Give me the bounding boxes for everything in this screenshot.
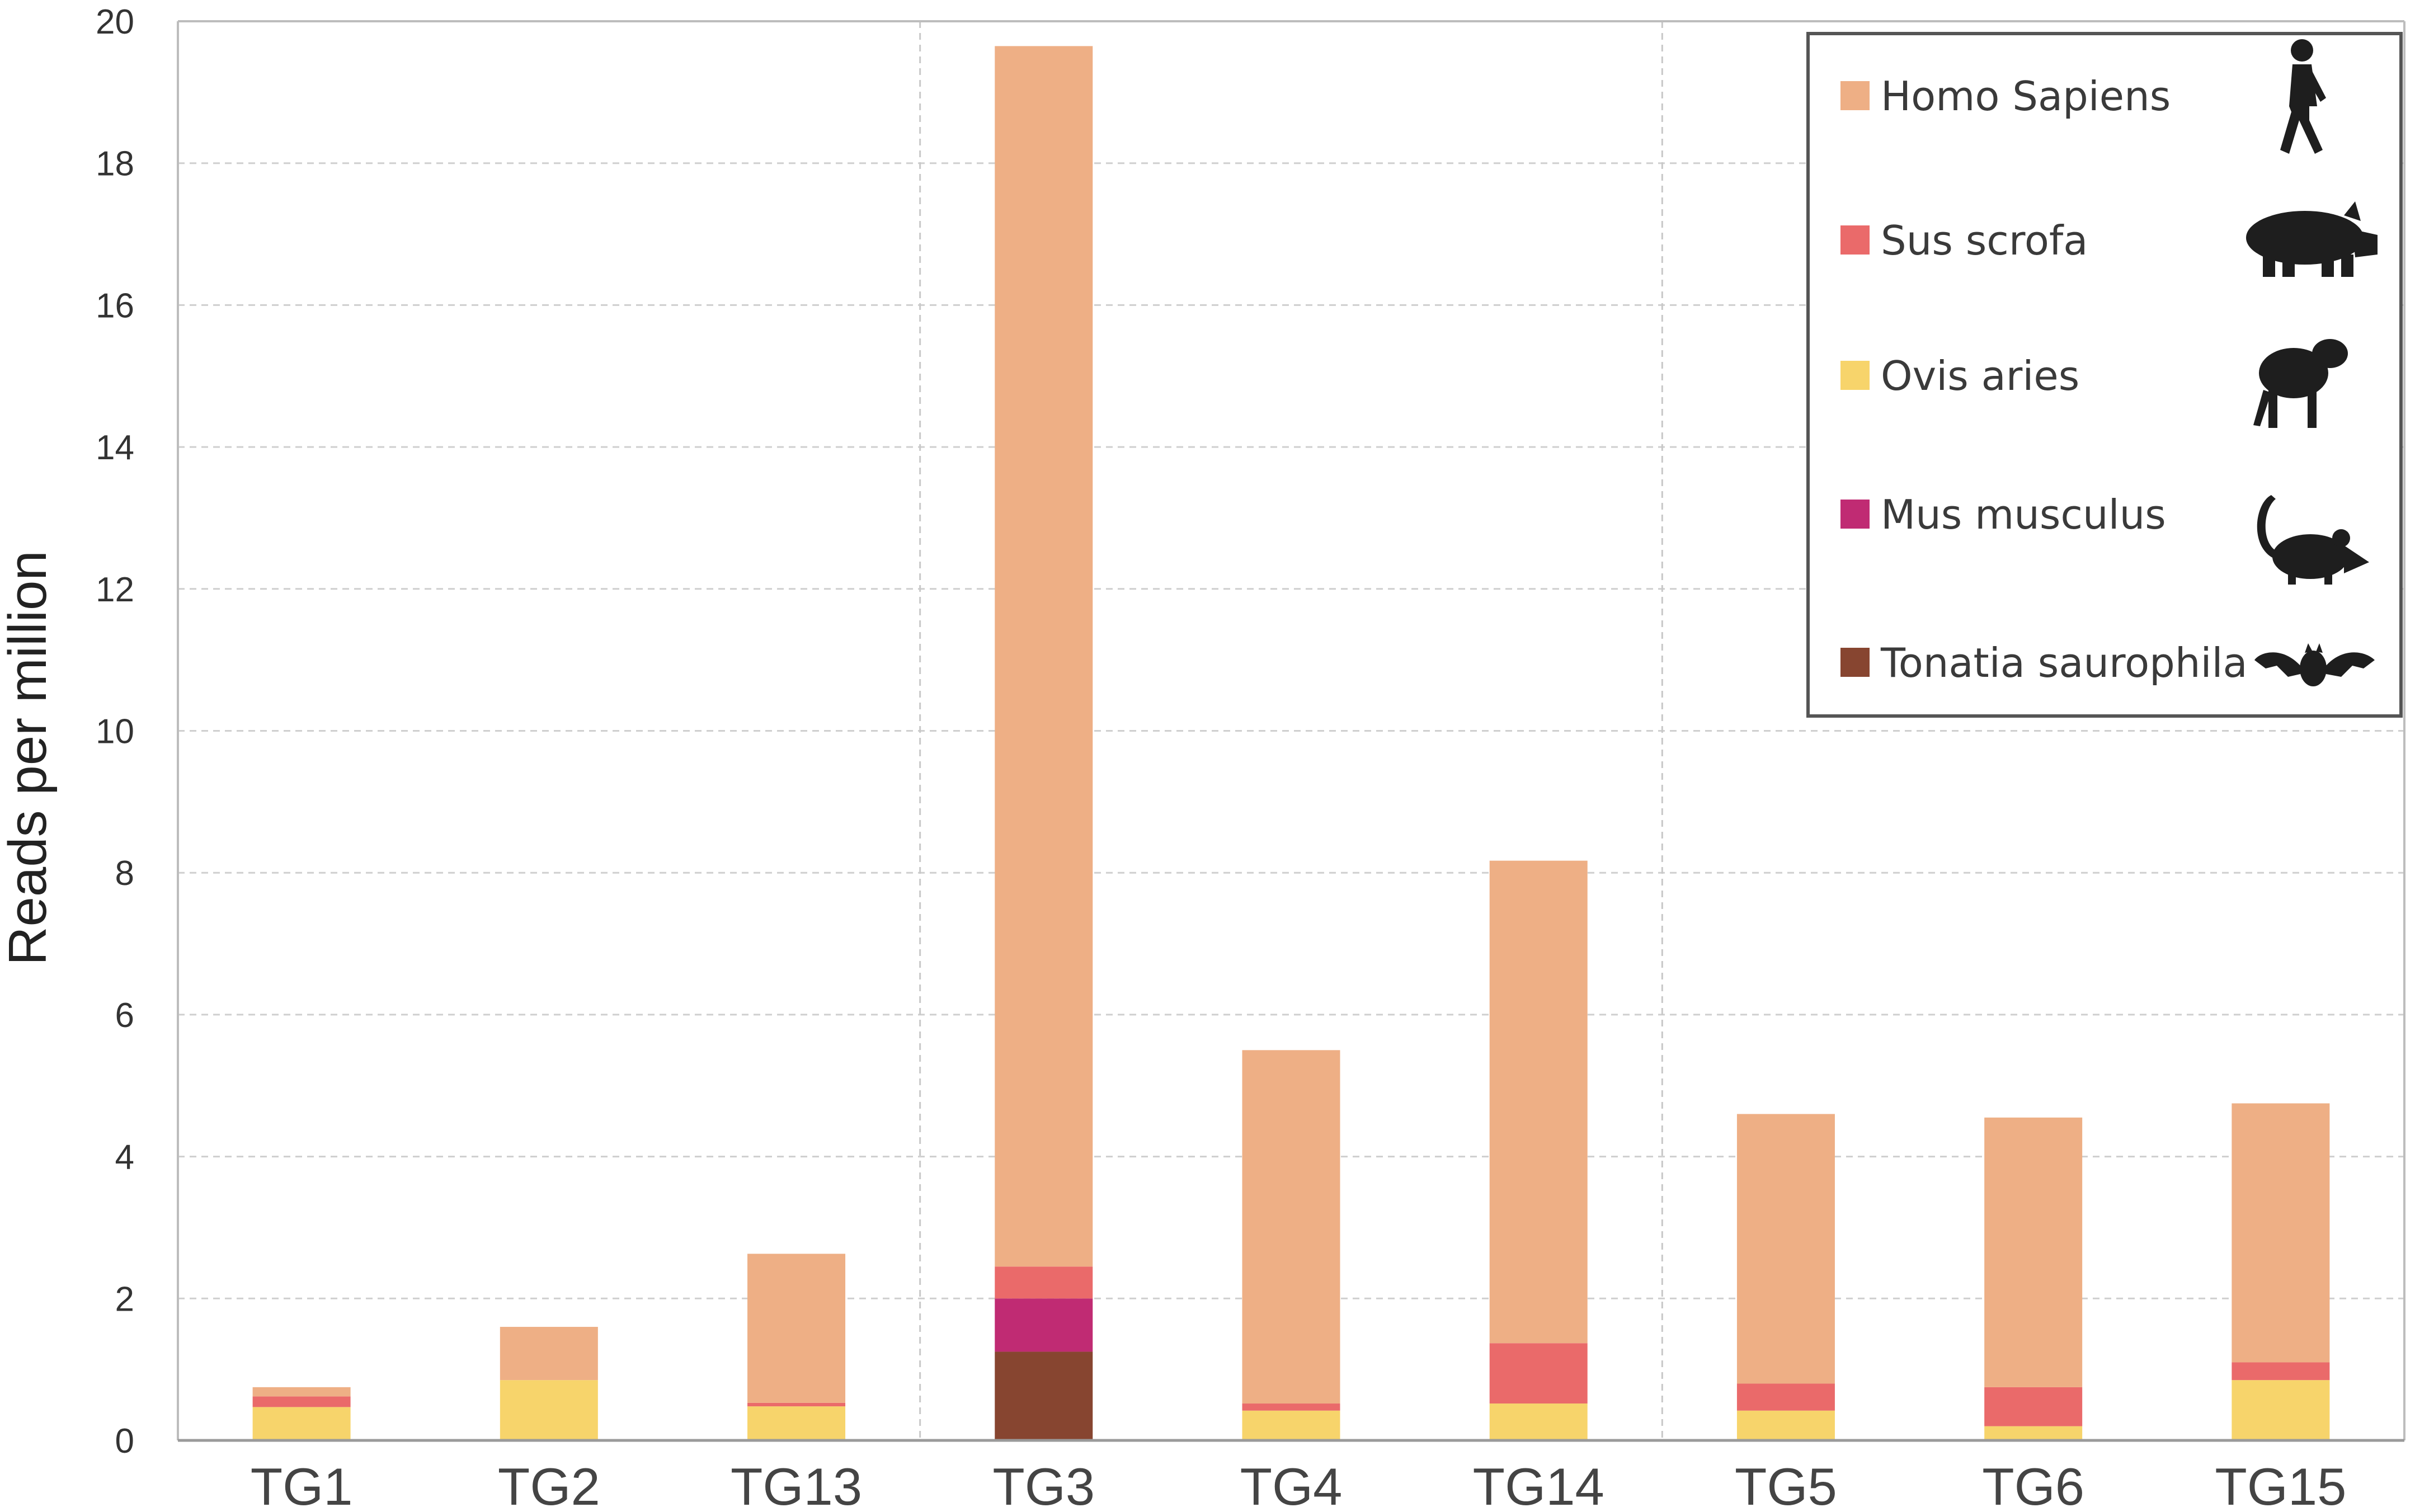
legend-swatch-mus-musculus bbox=[1840, 500, 1870, 529]
bar-stack-tg4 bbox=[1242, 1050, 1340, 1440]
y-tick-label-10: 10 bbox=[96, 713, 134, 751]
axes bbox=[177, 20, 2405, 1442]
group-separators bbox=[919, 21, 1663, 1440]
bar-stack-tg5 bbox=[1736, 1114, 1835, 1440]
legend-swatch-tonatia-saurophila bbox=[1840, 648, 1870, 677]
bar-segment-sus-scrofa-tg6 bbox=[1984, 1387, 2083, 1426]
bar-segment-homo-sapiens-tg15 bbox=[2232, 1103, 2330, 1363]
y-tick-label-12: 12 bbox=[96, 571, 134, 609]
x-tick-label-tg1: TG1 bbox=[251, 1457, 353, 1512]
bar-segment-homo-sapiens-tg3 bbox=[995, 46, 1093, 1267]
x-tick-label-tg4: TG4 bbox=[1240, 1457, 1343, 1512]
x-tick-label-tg14: TG14 bbox=[1473, 1457, 1604, 1512]
bar-segment-ovis-aries-tg1 bbox=[252, 1407, 351, 1440]
bar-segment-ovis-aries-tg6 bbox=[1984, 1426, 2083, 1440]
y-tick-label-8: 8 bbox=[115, 854, 134, 893]
legend: Homo Sapiens Sus scrofa Ovis aries Mus musc… bbox=[1806, 32, 2403, 718]
bar-segment-sus-scrofa-tg13 bbox=[747, 1402, 846, 1407]
bar-segment-sus-scrofa-tg14 bbox=[1489, 1343, 1588, 1404]
bar-segment-homo-sapiens-tg13 bbox=[747, 1254, 846, 1403]
pig-icon bbox=[2246, 201, 2378, 277]
bar-stack-tg3 bbox=[995, 46, 1093, 1440]
bar-segment-ovis-aries-tg2 bbox=[500, 1380, 598, 1440]
legend-label-ovis-aries: Ovis aries bbox=[1881, 352, 2079, 399]
y-tick-labels: 0 2 4 6 8 10 12 14 16 18 20 bbox=[96, 3, 134, 1461]
bar-stack-tg14 bbox=[1489, 860, 1588, 1440]
y-tick-label-18: 18 bbox=[96, 145, 134, 183]
bar-segment-sus-scrofa-tg4 bbox=[1242, 1403, 1340, 1411]
bar-segment-homo-sapiens-tg1 bbox=[252, 1387, 351, 1397]
bar-stack-tg13 bbox=[747, 1254, 846, 1440]
bar-stack-tg15 bbox=[2232, 1103, 2330, 1440]
legend-swatch-ovis-aries bbox=[1840, 361, 1870, 390]
bar-segment-mus-musculus-tg3 bbox=[995, 1298, 1093, 1352]
legend-item-tonatia-saurophila: Tonatia saurophila bbox=[1840, 639, 2375, 686]
legend-label-tonatia-saurophila: Tonatia saurophila bbox=[1880, 639, 2248, 686]
legend-swatch-homo-sapiens bbox=[1840, 81, 1870, 110]
x-tick-label-tg6: TG6 bbox=[1982, 1457, 2084, 1512]
bar-segment-sus-scrofa-tg5 bbox=[1736, 1383, 1835, 1411]
bar-segment-sus-scrofa-tg3 bbox=[995, 1266, 1093, 1299]
x-tick-label-tg5: TG5 bbox=[1735, 1457, 1837, 1512]
bar-stack-tg1 bbox=[252, 1387, 351, 1440]
bar-segment-ovis-aries-tg5 bbox=[1736, 1410, 1835, 1440]
mouse-icon bbox=[2257, 495, 2369, 585]
bar-segment-ovis-aries-tg13 bbox=[747, 1406, 846, 1440]
legend-label-sus-scrofa: Sus scrofa bbox=[1881, 217, 2088, 264]
legend-swatch-sus-scrofa bbox=[1840, 225, 1870, 255]
bar-segment-homo-sapiens-tg5 bbox=[1736, 1114, 1835, 1384]
y-tick-label-14: 14 bbox=[96, 428, 134, 467]
legend-item-homo-sapiens: Homo Sapiens bbox=[1840, 39, 2326, 154]
bar-segment-tonatia-saurophila-tg3 bbox=[995, 1351, 1093, 1440]
x-tick-label-tg13: TG13 bbox=[731, 1457, 862, 1512]
legend-item-ovis-aries: Ovis aries bbox=[1840, 339, 2348, 428]
x-tick-label-tg3: TG3 bbox=[992, 1457, 1095, 1512]
bar-segment-ovis-aries-tg14 bbox=[1489, 1403, 1588, 1440]
legend-label-mus-musculus: Mus musculus bbox=[1881, 491, 2166, 538]
bar-segment-homo-sapiens-tg2 bbox=[500, 1327, 598, 1381]
bar-segment-ovis-aries-tg4 bbox=[1242, 1410, 1340, 1440]
bar-segment-sus-scrofa-tg15 bbox=[2232, 1362, 2330, 1381]
bar-stack-tg6 bbox=[1984, 1117, 2083, 1440]
human-icon bbox=[2280, 39, 2326, 154]
y-tick-label-16: 16 bbox=[96, 286, 134, 325]
legend-item-mus-musculus: Mus musculus bbox=[1840, 491, 2369, 585]
bar-segment-homo-sapiens-tg14 bbox=[1489, 860, 1588, 1344]
y-tick-label-20: 20 bbox=[96, 3, 134, 41]
bars bbox=[252, 46, 2330, 1440]
y-tick-label-4: 4 bbox=[115, 1138, 134, 1177]
sheep-icon bbox=[2253, 339, 2348, 428]
y-tick-label-0: 0 bbox=[115, 1422, 134, 1461]
bar-segment-homo-sapiens-tg4 bbox=[1242, 1050, 1340, 1404]
y-tick-label-2: 2 bbox=[115, 1280, 134, 1318]
bar-segment-ovis-aries-tg15 bbox=[2232, 1380, 2330, 1440]
bar-stack-tg2 bbox=[500, 1327, 598, 1440]
y-axis-label: Reads per million bbox=[0, 550, 58, 965]
bat-icon bbox=[2254, 643, 2375, 686]
legend-label-homo-sapiens: Homo Sapiens bbox=[1881, 73, 2171, 120]
x-tick-labels: TG1 TG2 TG13 TG3 TG4 TG14 TG5 TG6 TG15 bbox=[251, 1457, 2347, 1512]
legend-item-sus-scrofa: Sus scrofa bbox=[1840, 201, 2378, 277]
y-tick-label-6: 6 bbox=[115, 996, 134, 1035]
x-tick-label-tg15: TG15 bbox=[2215, 1457, 2346, 1512]
bar-segment-sus-scrofa-tg1 bbox=[252, 1396, 351, 1407]
x-tick-label-tg2: TG2 bbox=[498, 1457, 600, 1512]
bar-segment-homo-sapiens-tg6 bbox=[1984, 1117, 2083, 1387]
